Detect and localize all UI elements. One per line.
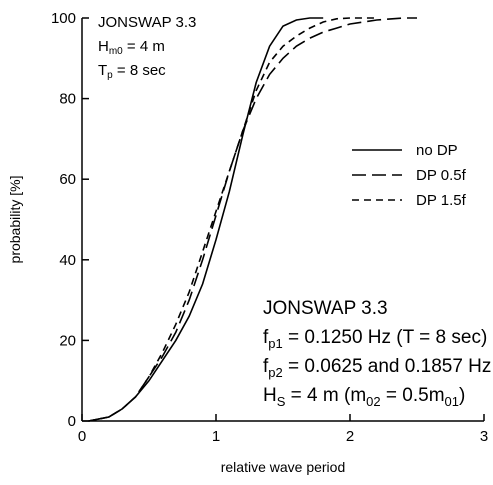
y-axis-label: probability [%]: [7, 176, 23, 264]
legend-label: no DP: [416, 142, 458, 159]
top-left-tp: Tp = 8 sec: [98, 62, 166, 81]
series-line-3: [88, 17, 377, 422]
y-tick-label: 60: [59, 171, 76, 188]
y-tick-label: 40: [59, 252, 76, 269]
top-left-title: JONSWAP 3.3: [98, 14, 196, 31]
x-tick-label: 3: [480, 428, 488, 445]
annotation-fp1: fp1 = 0.1250 Hz (T = 8 sec): [263, 327, 487, 351]
y-tick-label: 80: [59, 91, 76, 108]
legend: no DP DP 0.5f DP 1.5f: [352, 142, 467, 209]
x-axis-ticks: 0 1 2 3: [78, 414, 488, 445]
series-layer: [88, 17, 417, 422]
annotation-title: JONSWAP 3.3: [263, 298, 388, 319]
x-axis-label: relative wave period: [221, 459, 346, 475]
x-tick-label: 2: [346, 428, 354, 445]
top-left-hm0: Hm0 = 4 m: [98, 38, 165, 57]
x-tick-label: 0: [78, 428, 86, 445]
y-tick-label: 20: [59, 332, 76, 349]
legend-label: DP 1.5f: [416, 192, 467, 209]
y-axis-ticks: 0 20 40 60 80 100: [51, 10, 89, 430]
annotation-fp2: fp2 = 0.0625 and 0.1857 Hz: [263, 356, 491, 380]
x-tick-label: 1: [212, 428, 220, 445]
y-tick-label: 0: [68, 413, 76, 430]
legend-label: DP 0.5f: [416, 167, 467, 184]
annotation-hs: HS = 4 m (m02 = 0.5m01): [263, 385, 465, 409]
y-tick-label: 100: [51, 10, 76, 27]
